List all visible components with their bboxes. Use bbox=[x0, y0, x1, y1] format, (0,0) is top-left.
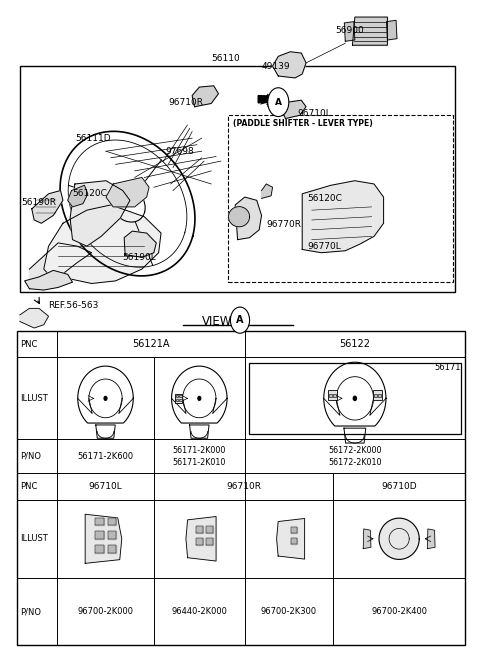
Polygon shape bbox=[108, 531, 117, 539]
Polygon shape bbox=[24, 270, 72, 290]
Bar bbox=[249, 363, 461, 434]
Bar bbox=[378, 394, 381, 398]
Circle shape bbox=[104, 396, 107, 400]
Polygon shape bbox=[260, 94, 275, 105]
Text: P/NO: P/NO bbox=[20, 607, 41, 616]
Text: PNC: PNC bbox=[20, 340, 37, 349]
Bar bbox=[329, 394, 332, 398]
Polygon shape bbox=[206, 526, 214, 533]
Polygon shape bbox=[29, 243, 92, 289]
Text: PNC: PNC bbox=[20, 482, 37, 491]
Polygon shape bbox=[379, 518, 419, 560]
Polygon shape bbox=[96, 518, 104, 525]
Text: 49139: 49139 bbox=[262, 62, 290, 71]
Text: A: A bbox=[236, 315, 244, 325]
Text: 56171-2K000
56171-2K010: 56171-2K000 56171-2K010 bbox=[173, 446, 226, 466]
Polygon shape bbox=[258, 96, 274, 107]
Polygon shape bbox=[68, 185, 88, 207]
Polygon shape bbox=[70, 180, 130, 246]
Polygon shape bbox=[282, 100, 306, 119]
Text: 56190R: 56190R bbox=[21, 198, 56, 207]
Polygon shape bbox=[276, 518, 305, 559]
Text: A: A bbox=[275, 98, 282, 107]
Text: 56120C: 56120C bbox=[307, 194, 342, 203]
Bar bbox=[176, 395, 178, 397]
Circle shape bbox=[198, 396, 201, 400]
Polygon shape bbox=[108, 518, 117, 525]
Text: ILLUST: ILLUST bbox=[20, 534, 48, 543]
Text: 96710L: 96710L bbox=[298, 109, 331, 118]
Text: 56121A: 56121A bbox=[132, 339, 170, 350]
Bar bbox=[17, 331, 465, 646]
Polygon shape bbox=[352, 17, 387, 45]
Polygon shape bbox=[259, 98, 271, 104]
Bar bbox=[179, 399, 181, 401]
Bar bbox=[20, 66, 456, 292]
Bar bbox=[176, 399, 178, 401]
Polygon shape bbox=[32, 190, 63, 223]
Text: (PADDLE SHIFTER - LEVER TYPE): (PADDLE SHIFTER - LEVER TYPE) bbox=[233, 119, 372, 128]
Polygon shape bbox=[96, 545, 104, 552]
Text: ILLUST: ILLUST bbox=[20, 394, 48, 403]
Polygon shape bbox=[290, 539, 298, 544]
Bar bbox=[328, 390, 337, 400]
Text: 97698: 97698 bbox=[166, 147, 194, 155]
Polygon shape bbox=[196, 539, 204, 545]
Bar bbox=[175, 394, 182, 403]
Text: 56110: 56110 bbox=[211, 54, 240, 63]
Text: 56900: 56900 bbox=[336, 26, 364, 35]
Polygon shape bbox=[235, 197, 262, 239]
Text: P/NO: P/NO bbox=[20, 452, 41, 461]
Text: 56111D: 56111D bbox=[75, 134, 110, 142]
Polygon shape bbox=[108, 545, 117, 552]
Circle shape bbox=[268, 88, 289, 117]
Polygon shape bbox=[363, 529, 371, 548]
Polygon shape bbox=[206, 539, 214, 545]
Polygon shape bbox=[262, 184, 273, 198]
Bar bbox=[374, 394, 376, 398]
Text: 96770L: 96770L bbox=[307, 241, 341, 251]
Text: 96710D: 96710D bbox=[381, 482, 417, 491]
Polygon shape bbox=[386, 20, 397, 40]
Text: 96700-2K000: 96700-2K000 bbox=[77, 607, 133, 616]
Bar bbox=[334, 394, 336, 398]
Polygon shape bbox=[124, 231, 156, 257]
Polygon shape bbox=[196, 526, 204, 533]
Text: 96700-2K300: 96700-2K300 bbox=[261, 607, 317, 616]
Polygon shape bbox=[302, 180, 384, 253]
Text: 96770R: 96770R bbox=[266, 220, 301, 229]
Text: 96710L: 96710L bbox=[89, 482, 122, 491]
Text: 56190L: 56190L bbox=[123, 253, 156, 262]
Polygon shape bbox=[263, 96, 273, 105]
Polygon shape bbox=[290, 527, 298, 533]
Polygon shape bbox=[228, 207, 250, 227]
Polygon shape bbox=[427, 529, 435, 548]
Text: 96700-2K400: 96700-2K400 bbox=[371, 607, 427, 616]
Polygon shape bbox=[44, 205, 161, 283]
Polygon shape bbox=[192, 86, 218, 107]
Text: 56120C: 56120C bbox=[72, 190, 108, 198]
Circle shape bbox=[230, 307, 250, 333]
Text: 56171: 56171 bbox=[434, 363, 461, 372]
Text: 96710R: 96710R bbox=[168, 98, 203, 107]
Text: 96710R: 96710R bbox=[226, 482, 261, 491]
Text: 56172-2K000
56172-2K010: 56172-2K000 56172-2K010 bbox=[328, 446, 382, 466]
Bar bbox=[179, 395, 181, 397]
Text: VIEW: VIEW bbox=[202, 315, 232, 328]
Text: 56122: 56122 bbox=[339, 339, 371, 350]
Polygon shape bbox=[273, 52, 306, 78]
Polygon shape bbox=[20, 308, 48, 328]
Circle shape bbox=[353, 396, 357, 401]
Text: 56171-2K600: 56171-2K600 bbox=[77, 452, 133, 461]
Bar bbox=[228, 115, 453, 282]
Text: REF.56-563: REF.56-563 bbox=[48, 300, 99, 310]
Polygon shape bbox=[106, 177, 149, 207]
Polygon shape bbox=[96, 531, 104, 539]
Polygon shape bbox=[344, 22, 355, 41]
Polygon shape bbox=[85, 514, 122, 564]
Text: 96440-2K000: 96440-2K000 bbox=[171, 607, 227, 616]
Bar bbox=[372, 390, 382, 400]
Polygon shape bbox=[186, 516, 216, 561]
